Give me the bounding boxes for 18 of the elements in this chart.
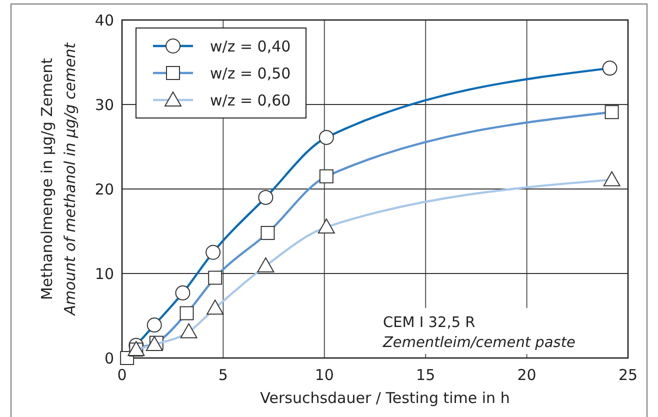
y-axis-title: Methanolmenge in µg/g Zement Amount of methanol in µg/g cement <box>38 42 79 316</box>
x-tick-label: 5 <box>218 366 228 384</box>
annotation: CEM I 32,5 R <box>383 315 476 332</box>
x-axis-title: Versuchsdauer / Testing time in h <box>260 389 510 407</box>
x-tick-label: 15 <box>416 366 436 384</box>
y-tick-label: 40 <box>94 11 114 30</box>
y-tick-label: 20 <box>94 180 114 198</box>
legend-label: w/z = 0,40 <box>210 37 291 56</box>
legend-label: w/z = 0,60 <box>210 91 291 110</box>
x-tick-label: 25 <box>618 366 638 384</box>
x-tick-label: 0 <box>117 366 127 384</box>
y-tick-label: 10 <box>94 264 114 283</box>
annotation: Zementleim/cement paste <box>382 335 576 352</box>
legend-label: w/z = 0,50 <box>210 64 291 82</box>
x-tick-label: 10 <box>314 366 334 384</box>
y-tick-label: 0 <box>104 349 114 368</box>
x-tick-label: 20 <box>517 366 536 384</box>
y-tick-label: 30 <box>94 96 114 114</box>
